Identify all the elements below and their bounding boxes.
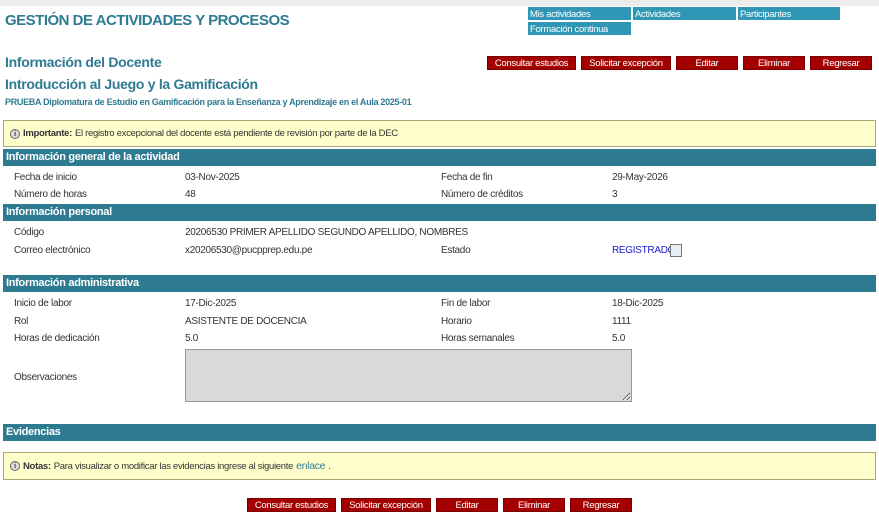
- editar-button[interactable]: Editar: [676, 56, 738, 70]
- nav-participantes[interactable]: Participantes: [737, 6, 841, 21]
- horas-value: 48: [185, 189, 196, 200]
- estado-label: Estado: [441, 245, 471, 256]
- observaciones-label: Observaciones: [14, 372, 77, 383]
- section-evidencias: Evidencias: [3, 424, 876, 441]
- fin-labor-label: Fin de labor: [441, 298, 491, 309]
- nav-mis-actividades[interactable]: Mis actividades: [527, 6, 632, 21]
- horario-value: 1111: [612, 316, 631, 327]
- app-title: GESTIÓN DE ACTIVIDADES Y PROCESOS: [5, 12, 290, 29]
- nav-actividades[interactable]: Actividades: [632, 6, 737, 21]
- period: .: [328, 460, 331, 472]
- semanales-label: Horas semanales: [441, 333, 515, 344]
- inicio-labor-value: 17-Dic-2025: [185, 298, 237, 309]
- consultar-estudios-button-bottom[interactable]: Consultar estudios: [247, 498, 336, 512]
- solicitar-excepcion-button[interactable]: Solicitar excepción: [581, 56, 671, 70]
- section-personal: Información personal: [3, 204, 876, 221]
- eliminar-button-bottom[interactable]: Eliminar: [503, 498, 565, 512]
- fecha-inicio-value: 03-Nov-2025: [185, 172, 240, 183]
- notas-label: Notas:: [23, 460, 51, 472]
- eliminar-button[interactable]: Eliminar: [743, 56, 805, 70]
- info-icon: i: [10, 128, 20, 139]
- correo-value: x20206530@pucpprep.edu.pe: [185, 245, 313, 256]
- horas-label: Número de horas: [14, 189, 87, 200]
- horario-label: Horario: [441, 316, 472, 327]
- page-title: Información del Docente: [5, 54, 162, 70]
- top-bar: [0, 0, 879, 6]
- observaciones-textarea[interactable]: [185, 349, 632, 402]
- fecha-fin-label: Fecha de fin: [441, 172, 493, 183]
- rol-label: Rol: [14, 316, 29, 327]
- consultar-estudios-button[interactable]: Consultar estudios: [487, 56, 576, 70]
- codigo-value: 20206530 PRIMER APELLIDO SEGUNDO APELLID…: [185, 227, 468, 238]
- dedicacion-value: 5.0: [185, 333, 199, 344]
- regresar-button-bottom[interactable]: Regresar: [570, 498, 632, 512]
- estado-value: REGISTRADO: [612, 245, 676, 256]
- solicitar-excepcion-button-bottom[interactable]: Solicitar excepción: [341, 498, 431, 512]
- dedicacion-label: Horas de dedicación: [14, 333, 100, 344]
- document-icon[interactable]: [670, 244, 682, 257]
- enlace-link[interactable]: enlace: [296, 460, 326, 472]
- rol-value: ASISTENTE DE DOCENCIA: [185, 316, 307, 327]
- section-general: Información general de la actividad: [3, 149, 876, 166]
- correo-label: Correo electrónico: [14, 245, 91, 256]
- section-admin: Información administrativa: [3, 275, 876, 292]
- info-icon: i: [10, 461, 20, 471]
- fin-labor-value: 18-Dic-2025: [612, 298, 664, 309]
- nav-formacion-continua[interactable]: Formación continua: [527, 21, 632, 36]
- fecha-fin-value: 29-May-2026: [612, 172, 668, 183]
- fecha-inicio-label: Fecha de inicio: [14, 172, 77, 183]
- inicio-labor-label: Inicio de labor: [14, 298, 72, 309]
- program-name: PRUEBA Diplomatura de Estudio en Gamific…: [5, 97, 412, 107]
- notas-text: Para visualizar o modificar las evidenci…: [53, 460, 294, 472]
- important-text: El registro excepcional del docente está…: [74, 128, 398, 139]
- creditos-value: 3: [612, 189, 618, 200]
- editar-button-bottom[interactable]: Editar: [436, 498, 498, 512]
- creditos-label: Número de créditos: [441, 189, 523, 200]
- codigo-label: Código: [14, 227, 44, 238]
- semanales-value: 5.0: [612, 333, 626, 344]
- activity-title: Introducción al Juego y la Gamificación: [5, 76, 258, 92]
- important-label: Importante:: [23, 128, 72, 139]
- notes-notice: i Notas: Para visualizar o modificar las…: [3, 452, 876, 480]
- important-notice: i Importante: El registro excepcional de…: [3, 120, 876, 147]
- regresar-button[interactable]: Regresar: [810, 56, 872, 70]
